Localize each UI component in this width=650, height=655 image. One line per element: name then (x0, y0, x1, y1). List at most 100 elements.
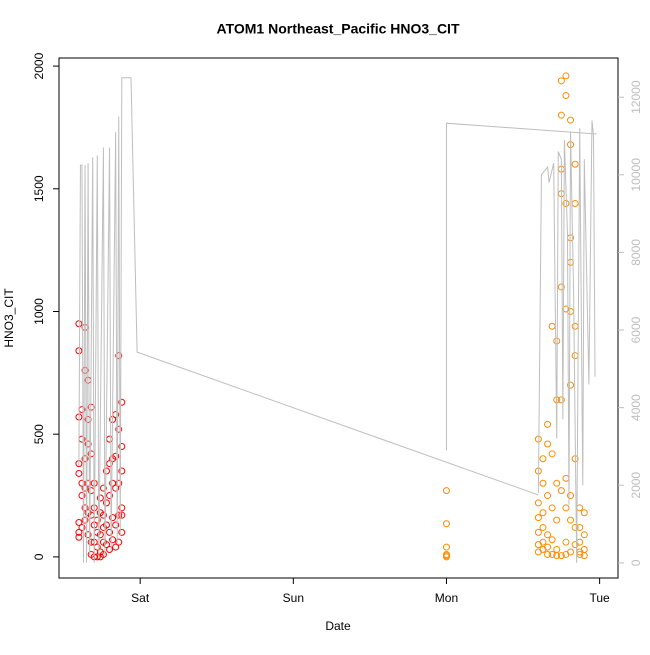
x-tick-label: Sat (131, 591, 150, 605)
x-tick-label: Mon (435, 591, 458, 605)
point (78, 523, 86, 531)
point (544, 420, 552, 428)
point (106, 435, 114, 443)
point (544, 543, 552, 551)
point (81, 484, 89, 492)
point (106, 528, 114, 536)
point (75, 528, 83, 536)
point (99, 511, 107, 519)
point (115, 511, 123, 519)
point (539, 509, 547, 517)
point (553, 479, 561, 487)
y-tick-label: 500 (32, 424, 46, 444)
line (78, 77, 539, 563)
point (106, 546, 114, 554)
point (553, 516, 561, 524)
point (118, 528, 126, 536)
y2-tick-label: 2000 (629, 472, 643, 499)
point (75, 519, 83, 527)
point (442, 553, 450, 561)
point (115, 352, 123, 360)
point (102, 541, 110, 549)
point (81, 516, 89, 524)
point (544, 550, 552, 558)
point (557, 396, 565, 404)
x-axis-label: Date (325, 619, 351, 633)
point (99, 550, 107, 558)
point (571, 523, 579, 531)
point (580, 531, 588, 539)
point (539, 523, 547, 531)
point (557, 111, 565, 119)
point (539, 479, 547, 487)
point (99, 484, 107, 492)
point (553, 552, 561, 560)
point (534, 499, 542, 507)
point (576, 523, 584, 531)
point (75, 347, 83, 355)
point (81, 504, 89, 512)
point (539, 455, 547, 463)
point (118, 504, 126, 512)
y2-tick-label: 10000 (629, 158, 643, 192)
point (562, 92, 570, 100)
point (96, 494, 104, 502)
point (102, 521, 110, 529)
point (102, 499, 110, 507)
point (75, 320, 83, 328)
point (548, 322, 556, 330)
y2-tick-label: 6000 (629, 316, 643, 343)
point (562, 504, 570, 512)
point (567, 116, 575, 124)
point (553, 546, 561, 554)
point (106, 492, 114, 500)
line (445, 122, 597, 451)
point (557, 77, 565, 85)
point (571, 160, 579, 168)
point (562, 538, 570, 546)
chart-title: ATOM1 Northeast_Pacific HNO3_CIT (217, 21, 460, 37)
point (576, 504, 584, 512)
y-tick-label: 0 (32, 553, 46, 560)
point (557, 552, 565, 560)
point (442, 543, 450, 551)
point (544, 531, 552, 539)
point (571, 200, 579, 208)
point (118, 511, 126, 519)
point (96, 531, 104, 539)
point (115, 538, 123, 546)
point (571, 352, 579, 360)
point (534, 514, 542, 522)
point (548, 536, 556, 544)
point (567, 516, 575, 524)
point (112, 521, 120, 529)
y2-tick-label: 12000 (629, 80, 643, 114)
x-tick-label: Sun (283, 591, 304, 605)
y2-tick-label: 8000 (629, 239, 643, 266)
point (109, 536, 117, 544)
point (544, 492, 552, 500)
point (118, 398, 126, 406)
point (580, 552, 588, 560)
point (81, 455, 89, 463)
y-tick-label: 2000 (32, 52, 46, 79)
point (102, 467, 110, 475)
y2-tick-label: 4000 (629, 394, 643, 421)
y-axis-label: HNO3_CIT (2, 288, 16, 348)
point (534, 528, 542, 536)
point (442, 487, 450, 495)
point (109, 514, 117, 522)
point (112, 484, 120, 492)
y-tick-label: 1000 (32, 298, 46, 325)
point (115, 479, 123, 487)
point (81, 323, 89, 331)
point (75, 469, 83, 477)
point (442, 520, 450, 528)
point (548, 450, 556, 458)
line (537, 120, 596, 563)
point (548, 550, 556, 558)
point (557, 487, 565, 495)
point (84, 440, 92, 448)
point (84, 531, 92, 539)
